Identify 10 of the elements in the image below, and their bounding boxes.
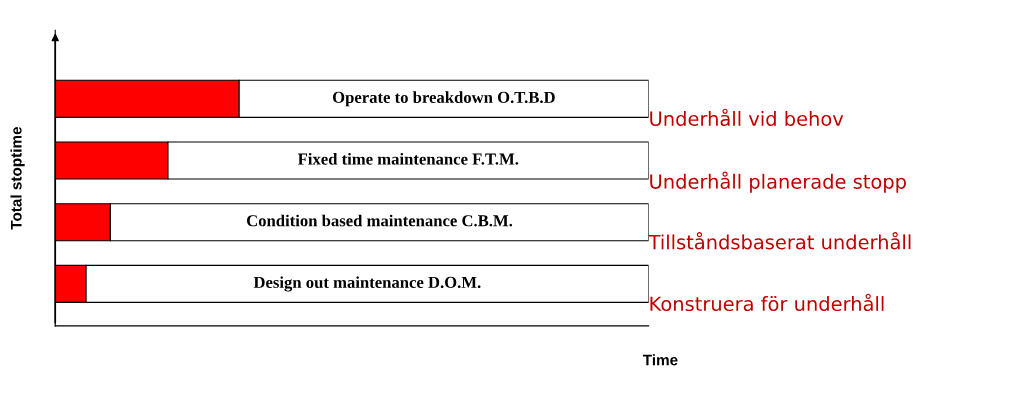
y-axis-title: Total stoptime bbox=[10, 126, 25, 230]
x-axis-title: Time bbox=[642, 354, 678, 366]
text: Konstruera för underhåll bbox=[650, 293, 884, 312]
y-tick-label: Condition based maintenance C.B.M. bbox=[246, 214, 513, 227]
y-tick-label: Design out maintenance D.O.M. bbox=[253, 276, 481, 292]
y-tick-label: Operate to breakdown O.T.B.D bbox=[332, 91, 555, 107]
text: Underhåll vid behov bbox=[650, 108, 844, 127]
annotation: Tillståndsbaserat underhåll bbox=[648, 232, 911, 250]
text: Underhåll planerade stopp bbox=[650, 171, 906, 193]
y-tick-label: Fixed time maintenance F.T.M. bbox=[297, 152, 519, 165]
